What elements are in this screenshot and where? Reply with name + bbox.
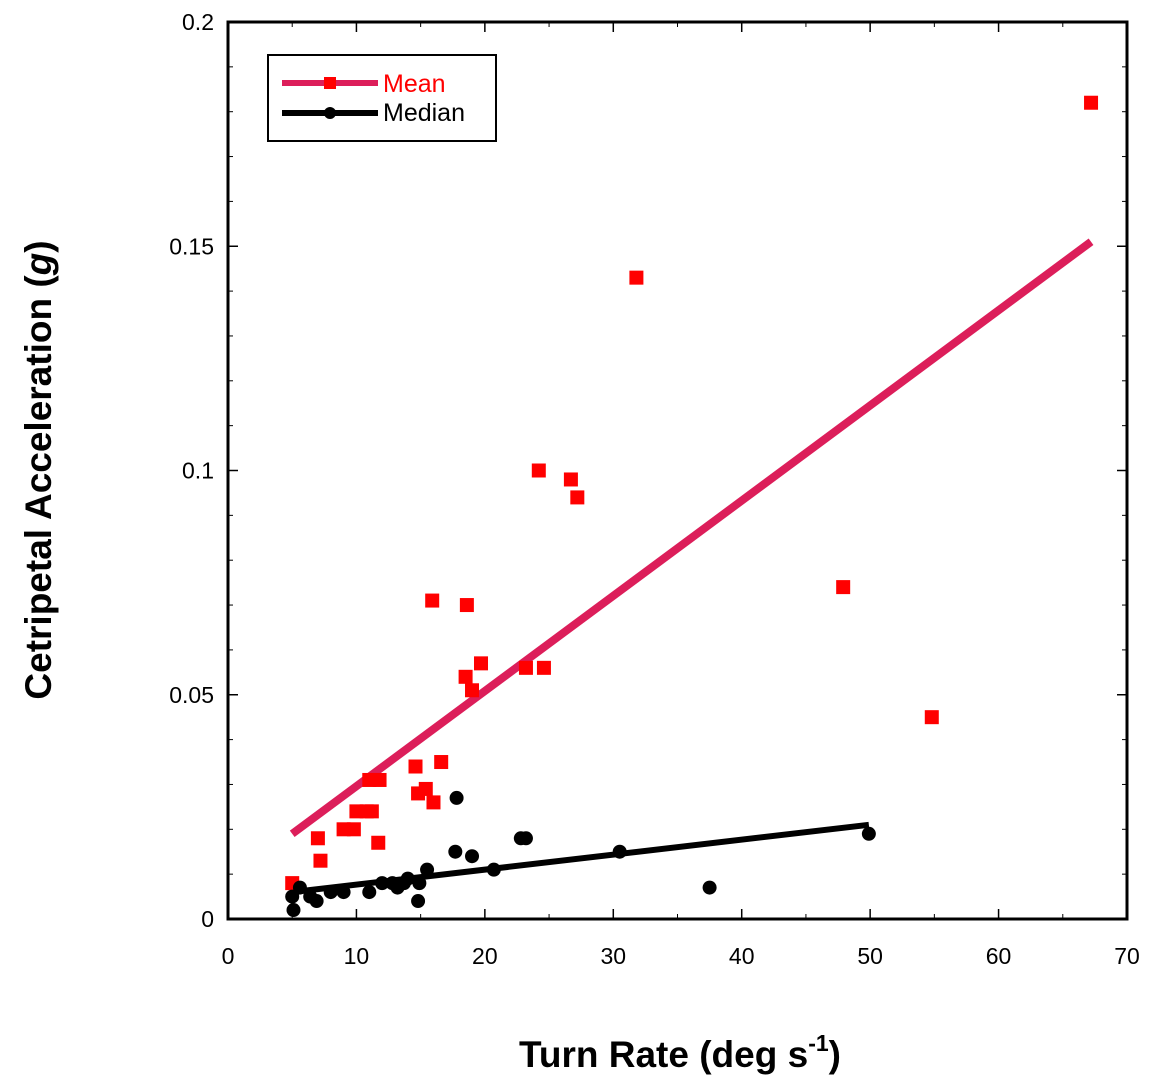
x-axis-title-close: ) [829,1034,841,1075]
x-tick-label: 70 [1114,943,1140,969]
mean-marker [924,710,939,725]
x-axis-title: Turn Rate (deg s-1) [519,1030,841,1075]
mean-marker [426,795,441,810]
y-axis-title-close: ) [18,240,59,252]
y-tick-label: 0.1 [182,458,214,484]
median-marker [448,844,463,859]
legend-median-label: Median [383,99,465,127]
median-marker [420,862,435,877]
y-tick-label: 0.15 [169,233,214,259]
x-axis-title-main: Turn Rate (deg s [519,1034,808,1075]
mean-marker [313,853,328,868]
mean-marker [372,772,387,787]
mean-marker [425,593,440,608]
mean-marker [371,835,386,850]
y-tick-label: 0 [201,906,214,932]
mean-marker [536,660,551,675]
x-tick-label: 20 [472,943,498,969]
y-tick-label: 0.05 [169,682,214,708]
mean-marker [629,270,644,285]
median-marker [518,831,533,846]
x-tick-label: 60 [986,943,1012,969]
median-marker [465,849,480,864]
mean-marker [836,580,851,595]
x-tick-label: 30 [600,943,626,969]
mean-marker [408,759,423,774]
y-axis-title-main: Cetripetal Acceleration ( [18,275,59,700]
legend-box [267,54,497,142]
data-markers [285,95,1099,918]
legend-mean-label: Mean [383,70,446,98]
mean-marker [458,669,473,684]
median-marker [362,885,377,900]
legend: Mean Median [267,54,497,142]
median-marker [400,871,415,886]
y-axis-title: Cetripetal Acceleration (g) [18,240,59,699]
axis-ticks: 0 10 20 30 40 50 60 70 0 0.05 0.1 0.15 0.2 [169,9,1140,969]
median-marker [375,876,390,891]
mean-marker [418,781,433,796]
mean-marker [518,660,533,675]
x-axis-title-sup: -1 [808,1030,829,1056]
median-marker [702,880,717,895]
mean-marker [346,822,361,837]
mean-marker [465,683,480,698]
mean-marker [1084,95,1099,110]
mean-trend-line [289,238,1094,837]
median-marker [309,894,324,909]
mean-marker [531,463,546,478]
median-marker [411,894,426,909]
x-tick-label: 10 [344,943,370,969]
mean-marker [364,804,379,819]
median-marker [449,790,464,805]
mean-marker [434,755,449,770]
median-marker [861,826,876,841]
x-tick-label: 0 [222,943,235,969]
median-marker [323,885,338,900]
median-marker [286,903,301,918]
x-tick-label: 40 [729,943,755,969]
legend-median-marker [324,107,336,119]
mean-marker [310,831,325,846]
median-marker [412,876,427,891]
mean-marker [459,598,474,613]
legend-mean-marker [324,77,336,89]
mean-marker [474,656,489,671]
median-marker [292,880,307,895]
median-marker [612,844,627,859]
median-marker [486,862,501,877]
y-tick-label: 0.2 [182,9,214,35]
x-tick-label: 50 [857,943,883,969]
y-axis-title-italic: g [18,253,59,277]
mean-marker [570,490,585,505]
mean-marker [563,472,578,487]
median-marker [336,885,351,900]
